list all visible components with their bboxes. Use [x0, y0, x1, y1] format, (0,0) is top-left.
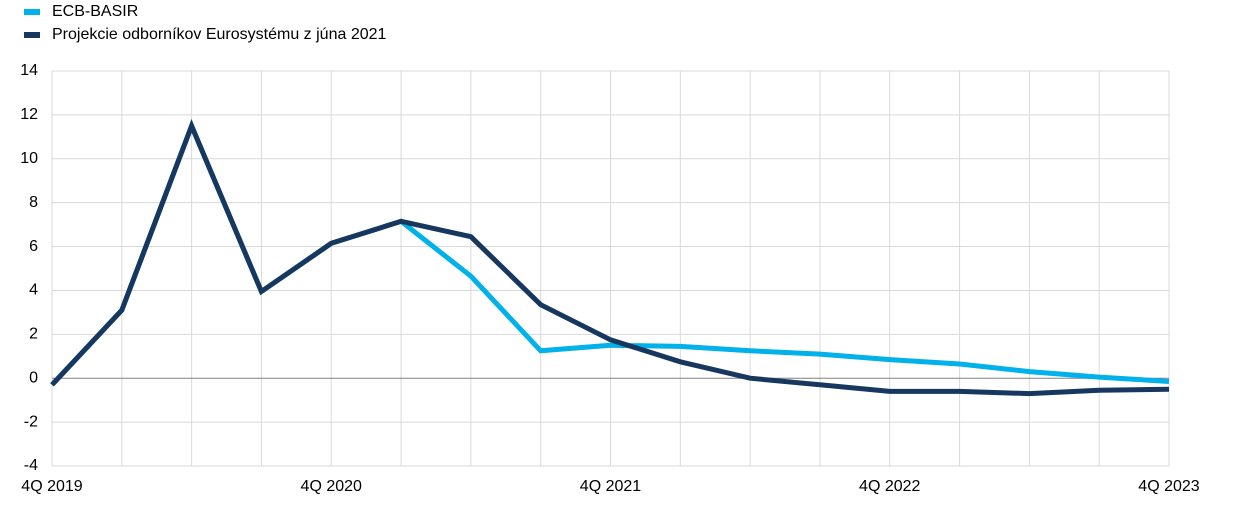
y-tick-label: 10 — [20, 150, 38, 167]
x-tick-label: 4Q 2023 — [1138, 478, 1199, 495]
y-tick-label: 2 — [29, 326, 38, 343]
x-tick-label: 4Q 2019 — [21, 478, 82, 495]
y-tick-label: -4 — [24, 457, 38, 474]
y-tick-label: 4 — [29, 282, 38, 299]
y-tick-label: 0 — [29, 369, 38, 386]
legend-label: Projekcie odborníkov Eurosystému z júna … — [52, 26, 387, 43]
y-tick-label: 6 — [29, 238, 38, 255]
series-line — [50, 119, 1170, 397]
legend-label: ECB-BASIR — [52, 3, 138, 20]
y-tick-label: -2 — [24, 413, 38, 430]
y-tick-label: 14 — [20, 62, 38, 79]
x-tick-label: 4Q 2022 — [859, 478, 920, 495]
y-tick-label: 12 — [20, 106, 38, 123]
y-tick-label: 8 — [29, 194, 38, 211]
x-tick-label: 4Q 2021 — [580, 478, 641, 495]
x-tick-label: 4Q 2020 — [301, 478, 362, 495]
